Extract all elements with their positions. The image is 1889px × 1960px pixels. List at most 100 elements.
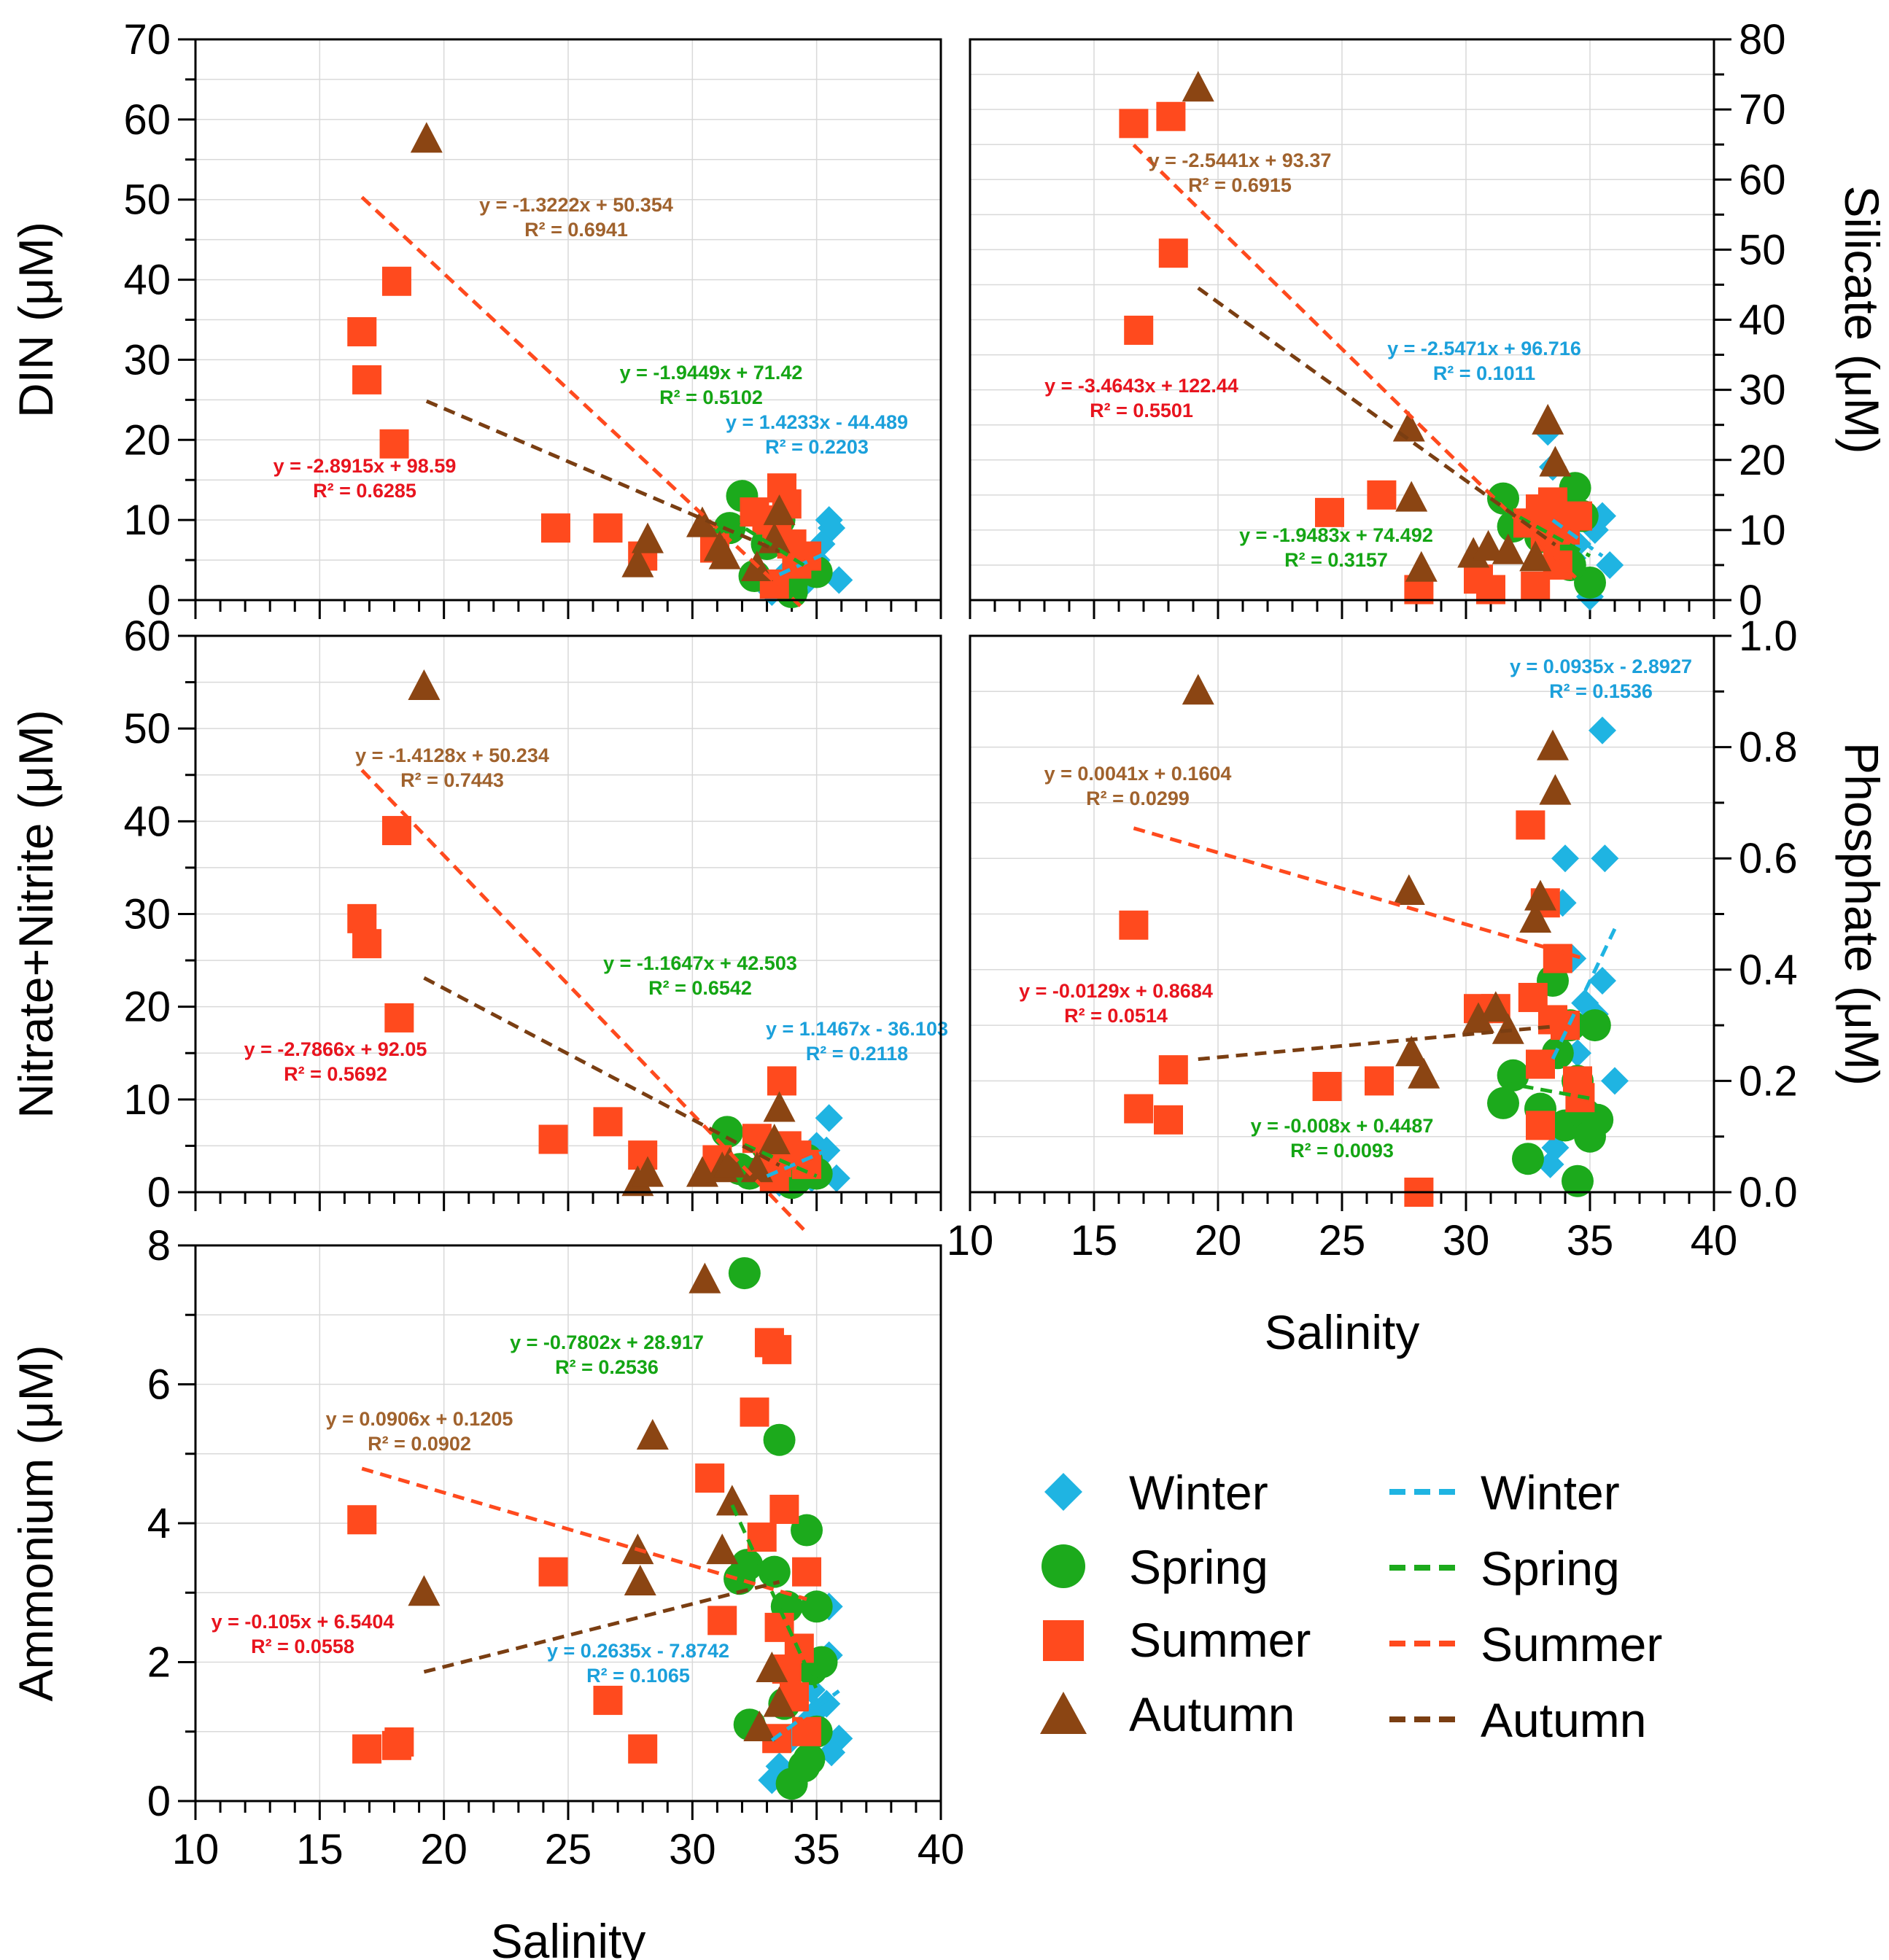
- r-squared-winter: R² = 0.2203: [765, 436, 869, 458]
- r-squared-spring: R² = 0.3157: [1284, 549, 1388, 571]
- series-autumn: [408, 1262, 796, 1741]
- point-summer: [384, 1003, 414, 1032]
- y-tick-label: 8: [147, 1222, 171, 1269]
- equation-spring: y = -0.008x + 0.4487: [1251, 1115, 1434, 1137]
- point-autumn: [636, 1418, 669, 1450]
- point-autumn: [410, 122, 443, 153]
- equation-spring: y = -1.9449x + 71.42: [620, 362, 803, 384]
- y-tick-label: 30: [123, 336, 171, 384]
- r-squared-winter: R² = 0.1536: [1549, 680, 1653, 702]
- y-tick-label: 40: [1739, 297, 1786, 344]
- r-squared-autumn: R² = 0.0902: [368, 1433, 471, 1455]
- y-tick-label: 4: [147, 1500, 171, 1547]
- point-autumn: [686, 506, 718, 537]
- equation-summer: y = -2.7866x + 92.05: [244, 1038, 427, 1060]
- y-tick-label: 60: [123, 96, 171, 144]
- r-squared-spring: R² = 0.0093: [1290, 1140, 1394, 1162]
- point-autumn: [1182, 674, 1214, 705]
- legend-line-winter-label: Winter: [1481, 1466, 1620, 1520]
- plot-frame: [194, 1244, 942, 1802]
- point-spring: [731, 1549, 764, 1582]
- y-tick-label: 20: [1739, 437, 1786, 484]
- x-tick-label: 15: [296, 1826, 344, 1873]
- legend-marker-summer-label: Summer: [1129, 1613, 1311, 1667]
- point-autumn: [1392, 874, 1425, 905]
- y-tick-label: 0.0: [1739, 1169, 1798, 1216]
- point-summer: [347, 316, 377, 346]
- point-summer: [1312, 1072, 1342, 1102]
- y-tick-label: 30: [1739, 367, 1786, 414]
- point-summer: [379, 429, 409, 459]
- legend-line-summer: Summer: [1389, 1617, 1662, 1671]
- point-summer: [1156, 101, 1186, 131]
- equation-winter: y = 1.4233x - 44.489: [726, 411, 908, 433]
- point-summer: [769, 1494, 799, 1524]
- y-tick-label: 40: [123, 798, 171, 845]
- point-autumn: [1519, 540, 1552, 572]
- plot-frame: [194, 38, 942, 602]
- point-winter: [1601, 1067, 1629, 1095]
- point-autumn: [1524, 879, 1556, 911]
- point-summer: [1124, 1094, 1154, 1124]
- series-summer: [347, 816, 822, 1193]
- equation-spring: y = -1.9483x + 74.492: [1239, 524, 1433, 546]
- fit-line-summer: [1133, 826, 1581, 960]
- x-axis-label: Salinity: [1265, 1305, 1420, 1359]
- point-autumn: [689, 1262, 721, 1294]
- point-autumn: [1395, 481, 1428, 512]
- series-autumn: [408, 669, 796, 1197]
- point-summer: [352, 365, 382, 394]
- point-autumn: [1519, 902, 1552, 933]
- fit-line-winter: [770, 1689, 840, 1742]
- r-squared-winter: R² = 0.2118: [806, 1043, 908, 1065]
- r-squared-winter: R² = 0.1011: [1433, 362, 1535, 384]
- point-summer: [792, 1716, 822, 1746]
- point-summer: [707, 1606, 737, 1636]
- point-autumn: [708, 538, 741, 569]
- equation-spring: y = -0.7802x + 28.917: [510, 1331, 704, 1353]
- point-summer: [352, 929, 382, 959]
- r-squared-autumn: R² = 0.7443: [400, 769, 504, 791]
- y-tick-label: 60: [1739, 156, 1786, 203]
- point-autumn: [621, 546, 654, 578]
- y-tick-label: 0.4: [1739, 946, 1798, 994]
- point-autumn: [1472, 529, 1505, 561]
- fit-line-spring: [1502, 1081, 1591, 1100]
- point-summer: [1367, 480, 1397, 510]
- point-autumn: [1532, 403, 1564, 435]
- point-autumn: [756, 1652, 788, 1683]
- point-autumn: [1395, 1035, 1428, 1067]
- y-axis-label: DIN (μM): [9, 222, 63, 418]
- y-tick-label: 20: [123, 416, 171, 464]
- legend-marker-winter-label: Winter: [1129, 1466, 1268, 1520]
- panel-silicate: 0 10 20 30 40 50 60 70 80 Silicate (μM) y = -2.547…: [969, 16, 1889, 624]
- point-winter: [1589, 716, 1616, 744]
- point-autumn: [1539, 774, 1572, 805]
- fit-line-summer: [1132, 144, 1579, 581]
- r-squared-autumn: R² = 0.0299: [1086, 788, 1190, 809]
- point-summer: [1315, 497, 1344, 527]
- point-summer: [762, 1334, 792, 1364]
- r-squared-summer: R² = 0.5692: [284, 1063, 387, 1085]
- y-tick-label: 20: [123, 984, 171, 1031]
- panel-phosphate: 0.0 0.2 0.4 0.6 0.8 1.0 10 15 20 25 30 35 40 Phosphat…: [947, 612, 1889, 1359]
- fit-line-spring: [729, 517, 805, 567]
- point-autumn: [715, 1485, 748, 1516]
- r-squared-autumn: R² = 0.6941: [524, 219, 628, 241]
- fit-line-winter: [778, 550, 830, 577]
- legend-marker-autumn: Autumn: [1040, 1687, 1295, 1741]
- point-summer: [695, 1463, 725, 1493]
- point-summer: [1158, 1055, 1188, 1085]
- point-autumn: [758, 1124, 791, 1155]
- point-winter: [1551, 844, 1579, 873]
- equation-autumn: y = -1.4128x + 50.234: [355, 744, 549, 766]
- y-axis-label: Nitrate+Nitrite (μM): [9, 709, 63, 1119]
- legend-marker-spring: Spring: [1042, 1540, 1268, 1594]
- point-summer: [538, 1124, 568, 1154]
- equation-autumn: y = -2.5441x + 93.37: [1149, 149, 1332, 171]
- point-autumn: [408, 669, 441, 700]
- x-tick-label: 20: [1195, 1217, 1242, 1264]
- series-autumn: [410, 122, 796, 582]
- point-spring: [763, 1423, 796, 1456]
